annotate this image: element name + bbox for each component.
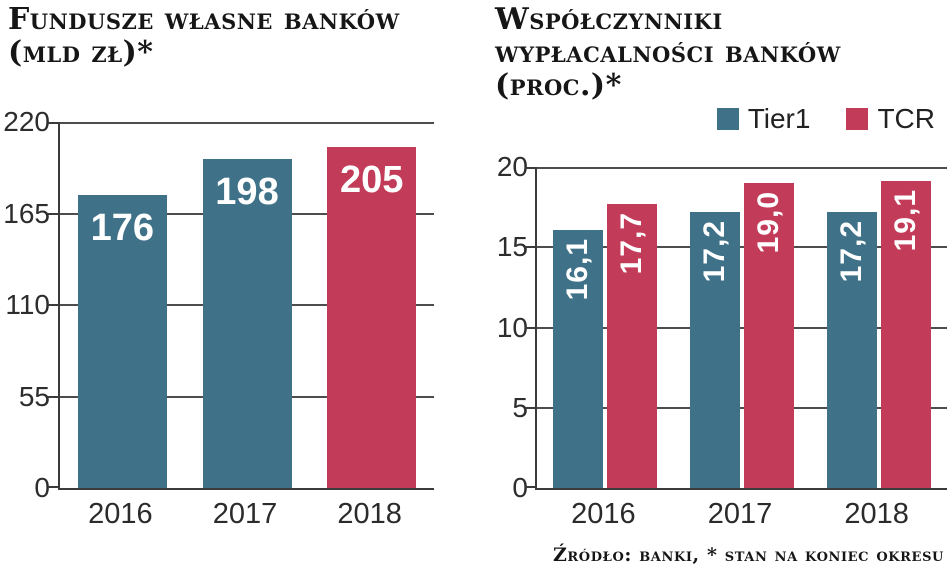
legend-swatch-tier1 xyxy=(716,108,739,130)
x-axis-labels: 2016 2017 2018 xyxy=(58,497,434,531)
y-axis-tick xyxy=(48,212,60,215)
bar-2018-tcr: 19,1 xyxy=(880,181,931,488)
x-axis-tick-label: 2018 xyxy=(844,498,909,530)
x-axis-tick-label: 2016 xyxy=(88,498,153,530)
y-axis-labels: 0 5 10 15 20 xyxy=(480,152,528,503)
chart-title: Fundusze własne banków xyxy=(8,2,400,37)
y-axis-tick-label: 165 xyxy=(3,197,50,229)
x-axis-tick-label: 2016 xyxy=(571,498,636,530)
bar-value-label: 17,7 xyxy=(615,211,649,275)
plot-area: 176 198 205 xyxy=(48,122,434,490)
y-axis-tick xyxy=(525,326,537,329)
chart-title: wypłacalności banków xyxy=(495,35,841,70)
right-chart-title-block: Współczynniki wypłacalności banków (proc… xyxy=(495,3,948,102)
legend-swatch-tcr xyxy=(846,108,869,130)
y-axis-tick xyxy=(48,122,60,124)
bar-value-label: 19,0 xyxy=(752,191,785,254)
bar-2017-tcr: 19,0 xyxy=(744,183,794,488)
y-axis-tick xyxy=(525,167,537,169)
y-axis-tick xyxy=(525,486,537,488)
source-note: Źródło: banki, * stan na koniec okresu xyxy=(552,544,944,566)
x-axis-tick-label: 2017 xyxy=(212,498,278,530)
bar-2018: 205 xyxy=(327,146,417,488)
y-axis-tick-label: 10 xyxy=(496,311,528,343)
bar-value-label: 176 xyxy=(90,207,155,250)
gridline xyxy=(537,406,947,409)
left-chart-title-block: Fundusze własne banków (mld zł)* xyxy=(8,3,468,69)
y-axis-tick-label: 20 xyxy=(496,151,528,182)
y-axis-tick-label: 220 xyxy=(3,106,50,137)
bar-2017-tier1: 17,2 xyxy=(690,211,740,488)
bar-value-label: 17,2 xyxy=(698,219,731,283)
x-axis-tick-label: 2017 xyxy=(707,498,773,530)
gridline xyxy=(537,167,947,169)
gridline xyxy=(537,326,947,329)
legend-label-tier1: Tier1 xyxy=(747,103,811,134)
bar-2016-tier1: 16,1 xyxy=(553,229,604,488)
x-axis-labels: 2016 2017 2018 xyxy=(535,497,947,531)
y-axis-tick xyxy=(525,246,537,249)
bar-value-label: 19,1 xyxy=(888,189,922,252)
y-axis-tick xyxy=(48,395,60,398)
legend-item-tier1: Tier1 xyxy=(716,103,811,135)
chart-subtitle: (proc.)* xyxy=(495,68,622,103)
y-axis-tick-label: 55 xyxy=(18,380,50,412)
plot-area: 16,1 17,7 17,2 19,0 17,2 19,1 xyxy=(525,167,947,490)
y-axis-tick-label: 0 xyxy=(34,472,50,503)
bar-value-label: 17,2 xyxy=(834,219,868,283)
y-axis-tick-label: 15 xyxy=(496,231,528,263)
gridline xyxy=(537,246,947,249)
gridline xyxy=(60,122,434,124)
bar-value-label: 205 xyxy=(339,158,404,201)
y-axis-tick-label: 0 xyxy=(512,472,528,503)
legend-item-tcr: TCR xyxy=(846,103,935,135)
x-axis-tick-label: 2018 xyxy=(337,498,402,530)
y-axis-tick xyxy=(48,304,60,306)
bar-2018-tier1: 17,2 xyxy=(826,211,877,488)
bar-2016: 176 xyxy=(77,195,167,488)
y-axis-tick-label: 5 xyxy=(512,391,528,423)
bar-2017: 198 xyxy=(202,158,292,488)
bar-value-label: 16,1 xyxy=(561,237,595,300)
y-axis-labels: 0 55 110 165 220 xyxy=(0,107,50,503)
y-axis-tick xyxy=(48,486,60,488)
legend-label-tcr: TCR xyxy=(877,103,935,134)
y-axis-tick xyxy=(525,406,537,409)
bar-value-label: 198 xyxy=(215,170,279,213)
y-axis-tick-label: 110 xyxy=(5,289,50,320)
legend: Tier1 TCR xyxy=(716,103,935,135)
bar-2016-tcr: 17,7 xyxy=(607,203,658,488)
chart-subtitle: (mld zł)* xyxy=(8,35,154,70)
chart-title: Współczynniki xyxy=(495,2,723,37)
